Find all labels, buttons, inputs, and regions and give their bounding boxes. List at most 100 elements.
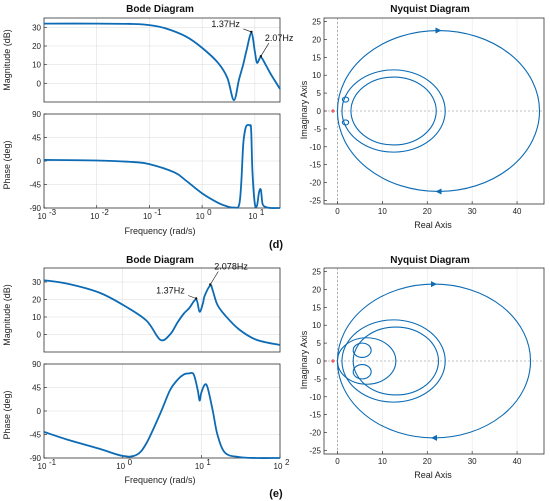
y-tick-label: 5 bbox=[317, 89, 322, 98]
y-tick-label: -90 bbox=[29, 454, 41, 463]
x-tick-label: 10 bbox=[248, 212, 257, 221]
x-tick-label: 10 bbox=[38, 212, 47, 221]
y-tick-label: -45 bbox=[29, 431, 41, 440]
y-tick-label: 10 bbox=[312, 71, 321, 80]
x-tick-label: 10 bbox=[38, 462, 47, 471]
x-tick-exponent: -1 bbox=[154, 208, 162, 217]
annotation-arrow bbox=[243, 28, 252, 33]
y-tick-label: 30 bbox=[32, 278, 41, 287]
annotation-arrowhead bbox=[259, 55, 263, 58]
peak-annotation: 1.37Hz bbox=[156, 286, 185, 296]
annotation-arrow bbox=[260, 43, 270, 57]
x-tick-exponent: 2 bbox=[285, 458, 290, 467]
nyquist-loop bbox=[341, 69, 446, 153]
direction-arrow bbox=[431, 281, 437, 288]
y-tick-label: -5 bbox=[314, 125, 322, 134]
y-tick-label: 0 bbox=[37, 407, 42, 416]
nyquist-loop bbox=[352, 342, 372, 358]
annotation-arrowhead bbox=[194, 297, 198, 300]
bode-curve bbox=[43, 22, 281, 102]
y-tick-label: 20 bbox=[312, 285, 321, 294]
y-tick-label: 0 bbox=[37, 331, 42, 340]
y-tick-label: -10 bbox=[309, 393, 321, 402]
nyquist-loop bbox=[341, 96, 350, 103]
y-tick-label: -20 bbox=[309, 429, 321, 438]
y-tick-label: 0 bbox=[37, 157, 42, 166]
magnitude-ylabel-e: Magnitude (dB) bbox=[2, 284, 12, 346]
peak-annotation: 2.07Hz bbox=[265, 33, 294, 43]
nyquist-diagram-d: Nyquist Diagram Imaginary Axis Real Axis… bbox=[299, 4, 545, 230]
nyquist-title-e: Nyquist Diagram bbox=[390, 255, 470, 266]
peak-annotation: 1.37Hz bbox=[211, 19, 240, 29]
bode-diagram-d: Bode Diagram Magnitude (dB) Phase (deg) … bbox=[2, 4, 294, 236]
bode-curve bbox=[43, 371, 281, 459]
x-tick-exponent: 1 bbox=[260, 208, 265, 217]
annotation-arrow bbox=[188, 295, 197, 299]
y-tick-label: 0 bbox=[317, 107, 322, 116]
imaginary-ylabel-e: Imaginary Axis bbox=[299, 330, 309, 389]
nyquist-plot-e: 25 20 15 10 5 0 -5 -10 -15 -20 -25 0 10 20 30 40 bbox=[309, 268, 545, 466]
y-tick-label: 15 bbox=[312, 303, 321, 312]
direction-arrow bbox=[435, 27, 442, 34]
nyquist-plot-d: 25 20 15 10 5 0 -5 -10 -15 -20 -25 0 10 20 30 40 bbox=[309, 18, 545, 216]
y-tick-label: 25 bbox=[312, 268, 321, 277]
y-tick-label: 20 bbox=[32, 296, 41, 305]
x-tick-label: 0 bbox=[335, 207, 340, 216]
nyquist-title-d: Nyquist Diagram bbox=[390, 4, 470, 15]
nyquist-loop bbox=[352, 326, 440, 396]
annotation-arrow bbox=[210, 271, 219, 285]
x-tick-exponent: -3 bbox=[49, 208, 57, 217]
x-tick-label: 40 bbox=[513, 207, 522, 216]
bode-diagram-e: Bode Diagram Magnitude (dB) Phase (deg) … bbox=[2, 255, 290, 485]
real-xlabel-e: Real Axis bbox=[414, 470, 452, 480]
x-tick-label: 10 bbox=[116, 462, 125, 471]
x-tick-label: 10 bbox=[378, 207, 387, 216]
x-tick-exponent: -2 bbox=[102, 208, 110, 217]
axes-frame bbox=[43, 17, 281, 103]
y-tick-label: 30 bbox=[32, 23, 41, 32]
phase-ylabel-d: Phase (deg) bbox=[2, 140, 12, 189]
panel-label-e: (e) bbox=[269, 488, 283, 500]
frequency-xlabel-d: Frequency (rad/s) bbox=[124, 226, 195, 236]
magnitude-plot-e: 30 20 10 0 1.37Hz 2.078Hz bbox=[32, 262, 281, 353]
x-tick-label: 30 bbox=[468, 457, 477, 466]
x-tick-label: 10 bbox=[378, 457, 387, 466]
x-tick-label: 10 bbox=[90, 212, 99, 221]
y-tick-label: 90 bbox=[32, 360, 41, 369]
y-tick-label: -25 bbox=[309, 196, 321, 205]
y-tick-label: 20 bbox=[32, 42, 41, 51]
nyquist-loop bbox=[350, 76, 437, 146]
y-tick-label: -15 bbox=[309, 161, 321, 170]
axes-frame bbox=[43, 267, 281, 353]
y-tick-label: -10 bbox=[309, 143, 321, 152]
y-tick-label: -25 bbox=[309, 446, 321, 455]
annotation-arrowhead bbox=[209, 283, 212, 286]
x-tick-exponent: 0 bbox=[207, 208, 212, 217]
y-tick-label: -45 bbox=[29, 181, 41, 190]
nyquist-loop bbox=[341, 319, 446, 403]
phase-ylabel-e: Phase (deg) bbox=[2, 390, 12, 439]
imaginary-ylabel-d: Imaginary Axis bbox=[299, 80, 309, 139]
y-tick-label: 10 bbox=[312, 321, 321, 330]
x-tick-label: 0 bbox=[335, 457, 340, 466]
y-tick-label: 45 bbox=[32, 134, 41, 143]
x-tick-label: 40 bbox=[513, 457, 522, 466]
y-tick-label: 0 bbox=[317, 357, 322, 366]
bode-curve bbox=[43, 124, 281, 209]
x-tick-label: 20 bbox=[423, 457, 432, 466]
y-tick-label: -90 bbox=[29, 204, 41, 213]
bode-title-d: Bode Diagram bbox=[126, 4, 194, 15]
x-tick-exponent: -1 bbox=[49, 458, 57, 467]
direction-arrow bbox=[435, 188, 442, 195]
y-tick-label: 5 bbox=[317, 339, 322, 348]
panel-label-d: (d) bbox=[269, 239, 283, 251]
y-tick-label: -15 bbox=[309, 411, 321, 420]
bode-title-e: Bode Diagram bbox=[126, 255, 194, 266]
x-tick-label: 10 bbox=[274, 462, 283, 471]
nyquist-loop bbox=[341, 119, 350, 126]
y-tick-label: 10 bbox=[32, 313, 41, 322]
x-tick-label: 10 bbox=[195, 462, 204, 471]
y-tick-label: 45 bbox=[32, 384, 41, 393]
